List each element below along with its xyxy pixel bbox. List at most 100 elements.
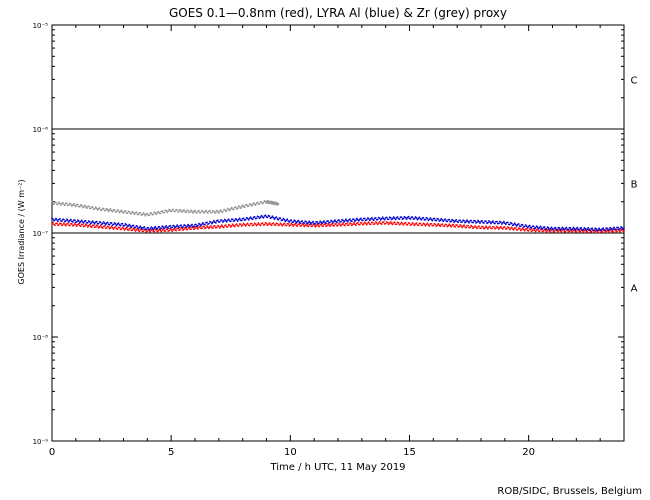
data-point bbox=[103, 222, 106, 225]
data-point bbox=[169, 224, 172, 227]
data-point bbox=[429, 217, 432, 219]
data-point bbox=[351, 220, 353, 222]
data-point bbox=[285, 224, 288, 227]
data-point bbox=[565, 226, 568, 229]
data-point bbox=[253, 215, 256, 218]
data-point bbox=[99, 224, 102, 227]
data-point bbox=[273, 218, 276, 221]
data-point bbox=[508, 223, 511, 226]
data-point bbox=[526, 226, 529, 229]
data-point bbox=[360, 222, 363, 224]
data-point bbox=[61, 220, 63, 222]
data-point bbox=[307, 221, 310, 224]
data-series bbox=[51, 199, 625, 234]
x-tick-label-4: 20 bbox=[522, 447, 535, 458]
data-point bbox=[361, 219, 364, 222]
data-point bbox=[417, 224, 420, 227]
data-point bbox=[235, 223, 238, 226]
data-point bbox=[593, 231, 596, 234]
data-point bbox=[75, 225, 78, 227]
data-point bbox=[354, 224, 357, 227]
data-point bbox=[257, 215, 260, 218]
data-point bbox=[619, 230, 621, 233]
data-point bbox=[395, 223, 398, 226]
data-point bbox=[525, 225, 528, 228]
data-point bbox=[221, 210, 224, 213]
data-point bbox=[615, 228, 617, 231]
data-point bbox=[222, 220, 225, 222]
data-point bbox=[382, 221, 385, 223]
data-point bbox=[404, 221, 407, 224]
data-point bbox=[369, 218, 372, 220]
data-point bbox=[233, 219, 236, 222]
data-point bbox=[200, 211, 202, 214]
data-point bbox=[466, 219, 468, 222]
data-point bbox=[85, 224, 88, 227]
data-point bbox=[440, 217, 443, 220]
data-point bbox=[442, 220, 445, 223]
data-point bbox=[449, 224, 452, 227]
data-point bbox=[171, 230, 174, 233]
data-point bbox=[504, 223, 507, 226]
data-point bbox=[352, 221, 355, 224]
data-point bbox=[458, 225, 461, 228]
y-tick-label-4: 10⁻⁵ bbox=[33, 22, 49, 30]
data-point bbox=[239, 223, 242, 226]
data-point bbox=[300, 224, 303, 227]
data-point bbox=[130, 226, 133, 229]
data-point bbox=[159, 212, 162, 215]
data-point bbox=[250, 222, 253, 225]
data-point bbox=[226, 225, 229, 228]
data-point bbox=[142, 212, 145, 214]
data-point bbox=[311, 225, 314, 228]
data-point bbox=[601, 231, 604, 233]
data-point bbox=[57, 202, 59, 205]
data-point bbox=[290, 219, 293, 222]
data-point bbox=[179, 208, 182, 211]
data-point bbox=[234, 206, 237, 209]
data-point bbox=[62, 223, 64, 226]
data-point bbox=[558, 227, 561, 229]
data-point bbox=[368, 219, 371, 222]
data-point bbox=[51, 223, 53, 225]
data-point bbox=[296, 220, 299, 223]
data-point bbox=[537, 227, 540, 230]
data-point bbox=[122, 212, 125, 214]
data-point bbox=[373, 222, 376, 225]
y-axis-label: GOES Irradiance / (W m⁻²) bbox=[17, 179, 26, 284]
data-point bbox=[376, 218, 379, 221]
data-point bbox=[478, 220, 480, 223]
data-point bbox=[165, 209, 168, 212]
data-point bbox=[156, 212, 159, 214]
data-point bbox=[162, 226, 165, 228]
data-point bbox=[450, 225, 453, 228]
data-point bbox=[365, 218, 368, 221]
data-point bbox=[125, 223, 128, 226]
data-point bbox=[562, 227, 565, 230]
data-point bbox=[249, 203, 252, 206]
data-point bbox=[452, 219, 455, 222]
data-point bbox=[530, 227, 533, 229]
data-point bbox=[554, 226, 557, 229]
data-point bbox=[266, 199, 269, 202]
data-point bbox=[148, 214, 151, 217]
data-point bbox=[363, 221, 366, 224]
data-point bbox=[514, 226, 517, 229]
data-point bbox=[287, 223, 290, 225]
data-point bbox=[77, 220, 80, 222]
data-point bbox=[207, 212, 209, 214]
data-point bbox=[380, 223, 383, 226]
data-point bbox=[483, 222, 485, 224]
data-point bbox=[332, 221, 334, 224]
data-point bbox=[172, 208, 175, 211]
data-point bbox=[476, 221, 478, 223]
data-point bbox=[225, 220, 228, 223]
data-point bbox=[510, 222, 513, 225]
data-point bbox=[119, 210, 122, 213]
data-point bbox=[463, 220, 466, 222]
data-point bbox=[149, 231, 152, 233]
data-point bbox=[616, 230, 618, 232]
data-point bbox=[304, 224, 307, 227]
data-point bbox=[132, 224, 135, 227]
data-point bbox=[266, 216, 269, 219]
